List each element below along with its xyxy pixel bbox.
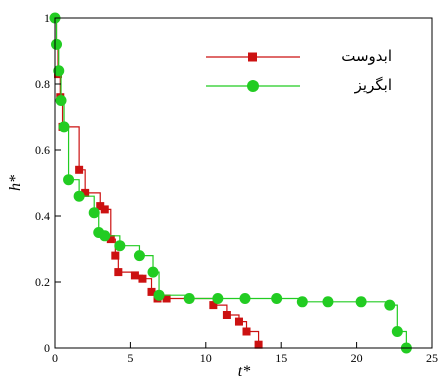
y-tick-label: 0.4	[35, 209, 50, 223]
x-tick-label: 25	[426, 351, 438, 365]
y-tick-label: 0.8	[35, 77, 50, 91]
series-1-point	[147, 287, 156, 296]
series-2-point	[114, 240, 126, 252]
series-2-point	[147, 266, 159, 278]
series-2-point	[63, 174, 75, 186]
series-layer	[49, 12, 412, 354]
series-2-point	[73, 190, 85, 202]
legend-label-series-1: ابدوست	[341, 47, 392, 65]
x-tick-label: 20	[351, 351, 363, 365]
series-2-point	[391, 326, 403, 337]
series-1-point	[100, 205, 109, 214]
x-tick-label: 15	[275, 351, 287, 365]
series-2-point	[88, 207, 100, 219]
x-tick-label: 0	[52, 351, 58, 365]
y-tick-label: 0.2	[35, 275, 50, 289]
x-axis-title: t*	[238, 363, 250, 379]
y-tick-label: 0	[44, 341, 50, 355]
series-1-point	[242, 327, 251, 336]
series-1-point	[234, 317, 243, 326]
series-2-point	[133, 250, 145, 262]
series-2-point	[322, 296, 334, 308]
ticks-layer: 0 5 10 15 20 25 0 0.2 0.4 0.6 0.8 1	[35, 11, 438, 365]
series-1-point	[209, 301, 218, 310]
series-2-point	[55, 95, 67, 106]
series-1-point	[111, 251, 120, 260]
series-2-point	[51, 38, 63, 50]
series-2-line	[55, 17, 407, 348]
legend-marker-series-1	[248, 52, 257, 62]
series-2-point	[384, 299, 396, 311]
series-2-point	[239, 293, 251, 304]
legend-label-series-2: ابگریز	[354, 76, 392, 94]
series-1-point	[138, 274, 147, 283]
series-1-point	[222, 311, 231, 319]
series-2-point	[271, 293, 283, 304]
series-1-point	[114, 268, 123, 277]
series-1-point	[254, 340, 263, 349]
series-1-point	[96, 202, 105, 211]
series-1-point	[162, 294, 171, 303]
series-1-point	[106, 235, 115, 244]
legend: ابدوست ابگریز	[206, 47, 392, 94]
legend-marker-series-2	[247, 80, 259, 92]
y-axis-title: h*	[7, 175, 24, 191]
x-tick-label: 10	[200, 351, 212, 365]
series-1-point	[130, 271, 139, 280]
series-2-point	[53, 65, 65, 77]
y-tick-label: 0.6	[35, 143, 50, 157]
series-2-point	[355, 296, 367, 308]
series-2-point	[58, 121, 70, 133]
series-2-point	[99, 230, 111, 242]
plot-frame	[54, 17, 433, 349]
series-2-point	[153, 289, 165, 301]
series-2-point	[212, 293, 224, 304]
x-tick-label: 5	[127, 351, 133, 365]
series-1-point	[81, 188, 90, 197]
y-tick-label: 1	[44, 11, 50, 25]
series-2-point	[296, 296, 308, 308]
series-1-point	[75, 165, 84, 174]
series-2-point	[183, 293, 195, 304]
